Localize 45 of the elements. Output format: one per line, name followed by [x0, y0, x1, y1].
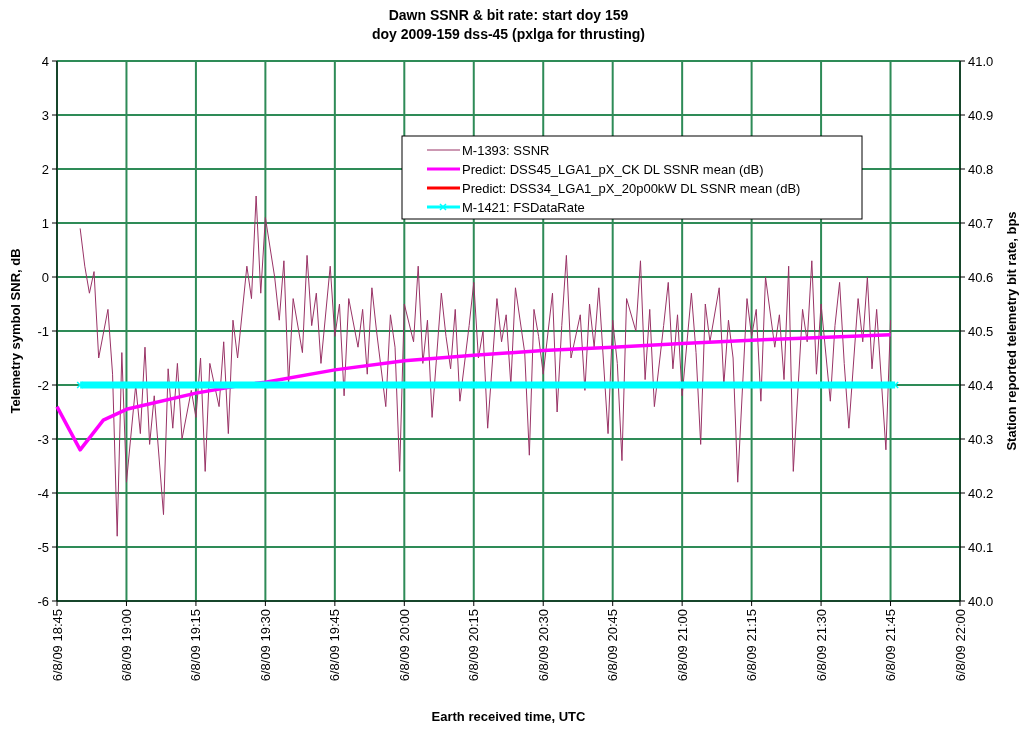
- x-axis-title: Earth received time, UTC: [431, 709, 587, 724]
- x-tick-label: 6/8/09 19:45: [327, 609, 343, 682]
- y-tick-label: -4: [37, 485, 49, 501]
- y-tick-label: -2: [37, 377, 49, 393]
- x-tick-label: 6/8/09 21:00: [674, 609, 690, 682]
- y2-tick-label: 40.0: [968, 593, 994, 609]
- y-tick-label: 0: [41, 269, 49, 285]
- y2-axis-title: Station reported telemetry bit rate, bps: [1004, 211, 1019, 451]
- y2-tick-label: 40.8: [968, 161, 994, 177]
- y2-tick-label: 40.4: [968, 377, 994, 393]
- y-tick-label: 1: [41, 215, 49, 231]
- x-tick-label: 6/8/09 19:30: [257, 609, 273, 682]
- legend-label: M-1421: FSDataRate: [462, 199, 585, 215]
- chart-title: Dawn SSNR & bit rate: start doy 159: [388, 7, 629, 23]
- legend-label: M-1393: SSNR: [462, 142, 550, 158]
- y2-tick-label: 40.1: [968, 539, 994, 555]
- legend-label: Predict: DSS45_LGA1_pX_CK DL SSNR mean (dB): [462, 161, 764, 177]
- y-axis-title: Telemetry symbol SNR, dB: [8, 248, 23, 414]
- y-tick-label: -5: [37, 539, 49, 555]
- x-tick-label: 6/8/09 21:15: [744, 609, 760, 682]
- chart-subtitle: doy 2009-159 dss-45 (pxlga for thrusting): [371, 26, 646, 42]
- x-tick-label: 6/8/09 20:00: [396, 609, 412, 682]
- y2-tick-label: 41.0: [968, 53, 994, 69]
- x-tick-label: 6/8/09 20:15: [466, 609, 482, 682]
- y-tick-label: 4: [41, 53, 49, 69]
- y2-tick-label: 40.7: [968, 215, 994, 231]
- x-tick-label: 6/8/09 19:15: [188, 609, 204, 682]
- y2-tick-label: 40.9: [968, 107, 994, 123]
- x-tick-label: 6/8/09 21:45: [883, 609, 899, 682]
- x-tick-label: 6/8/09 20:45: [605, 609, 621, 682]
- x-tick-label: 6/8/09 20:30: [535, 609, 551, 682]
- y2-tick-label: 40.5: [968, 323, 994, 339]
- y-tick-label: 3: [41, 107, 49, 123]
- y2-tick-label: 40.6: [968, 269, 994, 285]
- x-tick-label: 6/8/09 19:00: [119, 609, 135, 682]
- y-tick-label: -1: [37, 323, 49, 339]
- x-tick-label: 6/8/09 21:30: [813, 609, 829, 682]
- x-tick-label: 6/8/09 18:45: [49, 609, 65, 682]
- y-tick-label: 2: [41, 161, 49, 177]
- y-tick-label: -3: [37, 431, 49, 447]
- y2-tick-label: 40.3: [968, 431, 994, 447]
- y2-tick-label: 40.2: [968, 485, 994, 501]
- legend-label: Predict: DSS34_LGA1_pX_20p00kW DL SSNR mean (dB): [462, 180, 801, 196]
- x-tick-label: 6/8/09 22:00: [952, 609, 968, 682]
- y-tick-label: -6: [37, 593, 49, 609]
